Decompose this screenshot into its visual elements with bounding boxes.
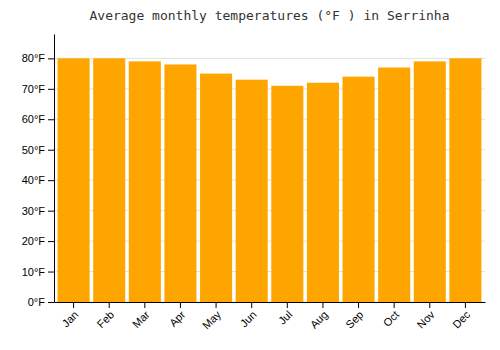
bar bbox=[129, 61, 161, 302]
y-axis: 0°F 10°F 20°F 30°F 40°F 50°F 60°F 70°F 80°F bbox=[22, 35, 55, 309]
tick-mark bbox=[48, 302, 54, 303]
x-tick: Jul bbox=[276, 302, 294, 327]
bar bbox=[200, 74, 232, 302]
x-tick: Feb bbox=[94, 302, 116, 330]
tick-mark bbox=[73, 302, 74, 308]
x-tick: Aug bbox=[308, 302, 330, 331]
x-tick-label: Oct bbox=[381, 308, 402, 329]
bar bbox=[414, 61, 446, 302]
tick-mark bbox=[48, 272, 54, 273]
bar bbox=[449, 58, 481, 302]
title: Average monthly temperatures (°F ) in Se… bbox=[89, 8, 449, 23]
x-tick: Dec bbox=[450, 302, 473, 331]
bar bbox=[236, 80, 268, 302]
y-tick: 30°F bbox=[22, 205, 54, 217]
x-tick-label: Aug bbox=[308, 308, 330, 330]
y-tick: 70°F bbox=[22, 83, 54, 95]
bar bbox=[164, 64, 196, 302]
y-tick-label: 20°F bbox=[22, 235, 46, 247]
y-tick-label: 10°F bbox=[22, 266, 46, 278]
tick-mark bbox=[48, 180, 54, 181]
x-tick: Oct bbox=[381, 302, 402, 329]
x-tick-label: Mar bbox=[130, 308, 152, 330]
x-axis: Jan Feb Mar Apr May Jun Jul Aug Sep Oct Nov Dec bbox=[55, 302, 486, 331]
x-tick: Sep bbox=[343, 302, 365, 331]
y-tick-label: 70°F bbox=[22, 83, 46, 95]
plot-area bbox=[58, 58, 482, 302]
tick-mark bbox=[48, 89, 54, 90]
tick-mark bbox=[180, 302, 181, 308]
y-tick: 40°F bbox=[22, 174, 54, 186]
bar bbox=[58, 58, 90, 302]
bar bbox=[271, 86, 303, 302]
bar bbox=[307, 83, 339, 302]
x-tick-label: Apr bbox=[167, 308, 188, 329]
tick-mark bbox=[358, 302, 359, 308]
x-tick-label: Sep bbox=[343, 308, 365, 330]
x-tick-label: Jan bbox=[60, 308, 81, 329]
chart: Jan Feb Mar Apr May Jun Jul Aug Sep Oct Nov Dec 0°F 1… bbox=[0, 0, 500, 350]
x-tick: Nov bbox=[414, 302, 437, 331]
x-tick-label: Feb bbox=[94, 308, 116, 330]
x-tick-label: Jul bbox=[276, 308, 294, 326]
tick-mark bbox=[48, 150, 54, 151]
x-tick-label: Nov bbox=[414, 308, 437, 331]
y-tick: 10°F bbox=[22, 266, 54, 278]
x-tick: Apr bbox=[167, 302, 188, 329]
tick-mark bbox=[48, 211, 54, 212]
tick-mark bbox=[251, 302, 252, 308]
y-tick-label: 0°F bbox=[28, 296, 46, 308]
y-tick: 60°F bbox=[22, 113, 54, 125]
x-tick: Jun bbox=[238, 302, 259, 329]
tick-mark bbox=[394, 302, 395, 308]
axis-line bbox=[54, 35, 55, 303]
x-tick: Jan bbox=[60, 302, 81, 329]
tick-mark bbox=[48, 241, 54, 242]
x-tick: Mar bbox=[130, 302, 152, 330]
y-tick: 50°F bbox=[22, 144, 54, 156]
tick-mark bbox=[48, 119, 54, 120]
y-tick: 0°F bbox=[28, 296, 54, 308]
tick-mark bbox=[465, 302, 466, 308]
y-tick: 80°F bbox=[22, 52, 54, 64]
axis-line bbox=[55, 302, 486, 303]
x-tick: May bbox=[200, 302, 224, 331]
bar bbox=[93, 58, 125, 302]
y-tick-label: 30°F bbox=[22, 205, 46, 217]
tick-mark bbox=[287, 302, 288, 308]
y-tick-label: 60°F bbox=[22, 113, 46, 125]
y-tick-label: 40°F bbox=[22, 174, 46, 186]
bar bbox=[378, 68, 410, 303]
tick-mark bbox=[429, 302, 430, 308]
y-tick: 20°F bbox=[22, 235, 54, 247]
grid bbox=[54, 58, 485, 302]
tick-mark bbox=[48, 58, 54, 59]
tick-mark bbox=[216, 302, 217, 308]
x-tick-label: May bbox=[200, 308, 224, 332]
tick-mark bbox=[322, 302, 323, 308]
tick-mark bbox=[109, 302, 110, 308]
y-tick-label: 50°F bbox=[22, 144, 46, 156]
y-tick-label: 80°F bbox=[22, 52, 46, 64]
bar bbox=[343, 77, 375, 302]
x-tick-label: Dec bbox=[450, 308, 473, 331]
tick-mark bbox=[144, 302, 145, 308]
x-tick-label: Jun bbox=[238, 308, 259, 329]
